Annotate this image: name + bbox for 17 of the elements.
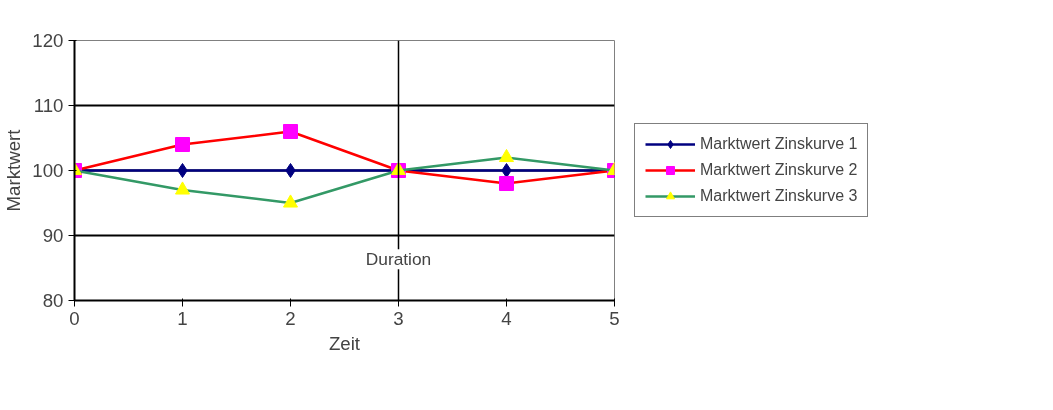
y-tick-label: 90 — [42, 225, 64, 246]
x-tick-label: 3 — [393, 307, 404, 329]
x-tick-label: 2 — [285, 307, 296, 329]
x-tick-label: 5 — [609, 307, 620, 329]
x-tick-label: 1 — [177, 307, 188, 329]
legend-label: Marktwert Zinskurve 1 — [700, 135, 858, 153]
ref-line-label: Duration — [365, 249, 432, 270]
y-tick-label: 110 — [33, 95, 64, 116]
y-tick-label: 120 — [32, 30, 64, 51]
x-tick-label: 4 — [501, 307, 512, 329]
y-tick-label: 100 — [32, 160, 64, 181]
y-tick-label: 80 — [42, 290, 64, 311]
legend-label: Marktwert Zinskurve 3 — [700, 187, 858, 205]
x-tick-label: 0 — [69, 307, 80, 329]
legend-label: Marktwert Zinskurve 2 — [700, 161, 858, 179]
y-axis-title: Marktwert — [3, 128, 25, 212]
x-axis-title: Zeit — [328, 332, 361, 354]
